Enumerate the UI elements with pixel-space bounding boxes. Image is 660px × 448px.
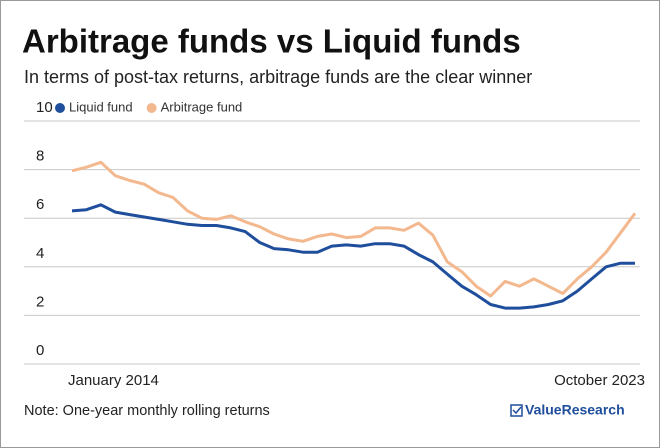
legend-label: Liquid fund: [69, 99, 133, 114]
legend-marker: [146, 103, 157, 113]
y-tick-label: 4: [36, 245, 44, 262]
x-tick-label: October 2023: [554, 372, 645, 389]
x-tick-label: January 2014: [68, 372, 159, 389]
chart-subtitle: In terms of post-tax returns, arbitrage …: [24, 67, 532, 87]
legend-marker: [55, 103, 65, 113]
note: Note: One-year monthly rolling returns: [24, 403, 270, 419]
y-tick-label: 8: [36, 148, 44, 165]
legend-label: Arbitrage fund: [161, 99, 243, 114]
logo: ValueResearch: [525, 402, 625, 418]
series-line: [71, 160, 637, 298]
logo-check: [512, 406, 522, 415]
y-tick-label: 10: [36, 99, 53, 116]
series-line: [71, 203, 635, 310]
y-tick-label: 0: [36, 342, 44, 359]
chart-title: Arbitrage funds vs Liquid funds: [22, 23, 521, 60]
y-tick-label: 6: [36, 196, 44, 213]
y-tick-label: 2: [36, 293, 44, 310]
logo-icon: [510, 404, 523, 417]
